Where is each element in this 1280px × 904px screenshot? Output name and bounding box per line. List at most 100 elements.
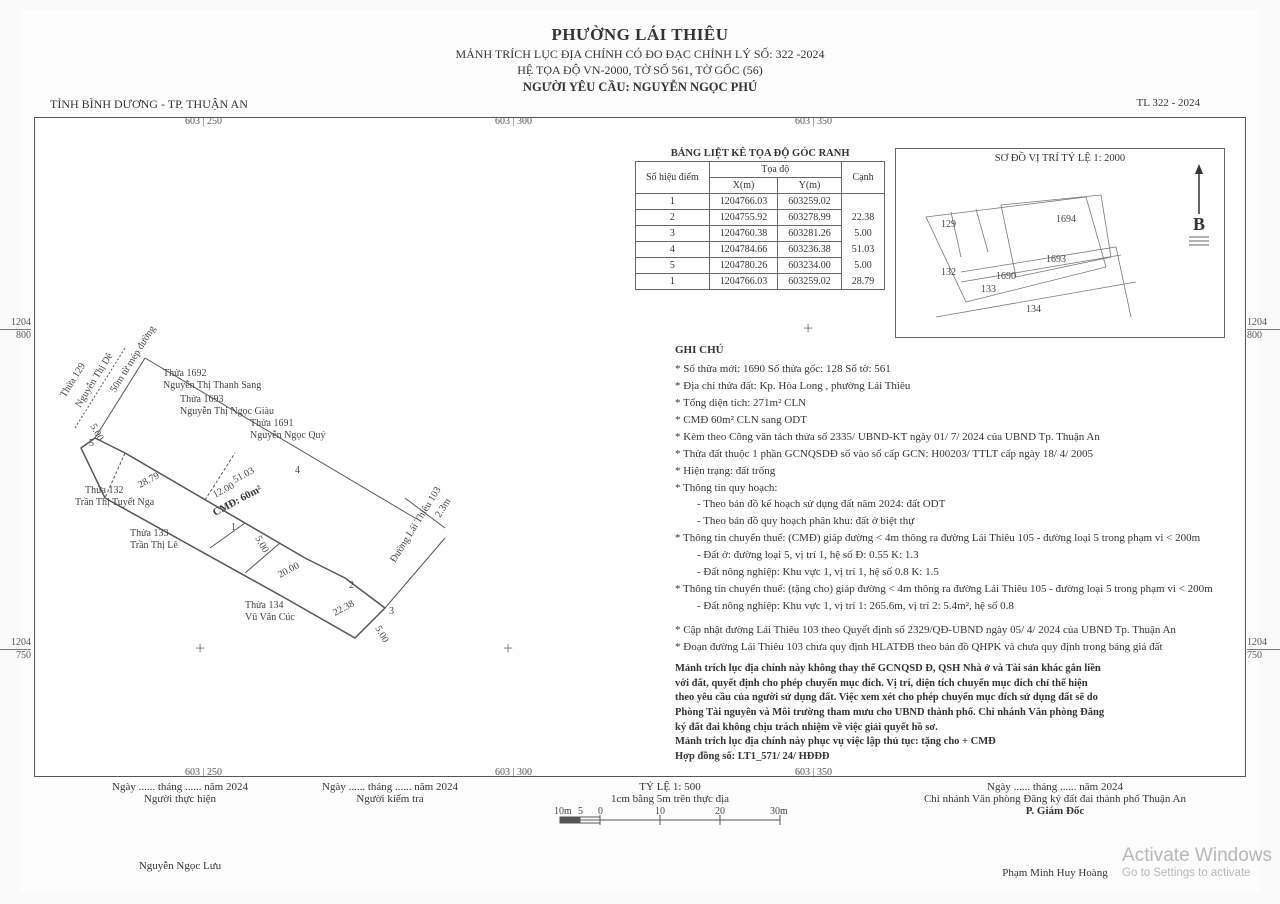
coord-row: 31204760.38603281.265.00 xyxy=(636,226,885,242)
note-row: * Tổng diện tích: 271m² CLN xyxy=(675,396,1225,412)
svg-text:132: 132 xyxy=(941,267,956,278)
cadastral-sheet: PHƯỜNG LÁI THIÊU MẢNH TRÍCH LỤC ĐỊA CHÍN… xyxy=(20,10,1260,891)
tl-number: TL 322 - 2024 xyxy=(1137,97,1200,109)
th-td: Tọa độ xyxy=(709,162,841,178)
ghi-chu: GHI CHÚ * Số thửa mới: 1690 Số thửa gốc:… xyxy=(675,343,1225,765)
svg-text:1690: 1690 xyxy=(996,271,1016,282)
coord-table: BẢNG LIỆT KÊ TỌA ĐỘ GÓC RANH Số hiệu điể… xyxy=(635,148,885,290)
main-frame: 603 | 250 603 | 300 603 | 350 603 | 250 … xyxy=(34,117,1246,777)
ward-title: PHƯỜNG LÁI THIÊU xyxy=(20,25,1260,45)
tick-right-top: 1204800 xyxy=(1247,318,1280,341)
note-row: * Thửa đất thuộc 1 phần GCNQSDĐ số vào s… xyxy=(675,447,1225,463)
tick-top-1: 603 | 250 xyxy=(185,116,222,127)
scale-bar: 10m 5 0 10 20 30m xyxy=(540,805,800,835)
svg-text:50m từ mép đường: 50m từ mép đường xyxy=(108,324,158,395)
th-sh: Số hiệu điểm xyxy=(636,162,710,194)
signer-2: Ngày ...... tháng ...... năm 2024 Người … xyxy=(300,781,480,805)
minimap-title: SƠ ĐỒ VỊ TRÍ TỶ LỆ 1: 2000 xyxy=(896,153,1224,164)
note-row: * Số thửa mới: 1690 Số thửa gốc: 128 Sổ … xyxy=(675,362,1225,378)
svg-text:5: 5 xyxy=(89,438,94,449)
note-row: * Thông tin quy hoạch: xyxy=(675,481,1225,497)
parcel-plot: 5 1 2 3 4 28.79 51.03 12.00 20.00 22.38 … xyxy=(45,318,475,658)
svg-text:133: 133 xyxy=(981,284,996,295)
footer: Ngày ...... tháng ...... năm 2024 Người … xyxy=(40,781,1240,891)
coord-row: 11204766.03603259.02 xyxy=(636,194,885,210)
svg-text:20.00: 20.00 xyxy=(276,560,301,580)
coord-row: 41204784.66603236.3851.03 xyxy=(636,242,885,258)
tick-bot-2: 603 | 300 xyxy=(495,767,532,778)
grid-cross-3: + xyxy=(803,318,813,339)
svg-text:Thửa 1691: Thửa 1691 xyxy=(250,418,293,429)
scale-block: TỶ LỆ 1: 500 1cm bằng 5m trên thực địa 1… xyxy=(540,781,800,838)
svg-text:0: 0 xyxy=(598,806,603,817)
subtitle-1: MẢNH TRÍCH LỤC ĐỊA CHÍNH CÓ ĐO ĐẠC CHỈNH… xyxy=(20,47,1260,62)
coord-row: 11204766.03603259.0228.79 xyxy=(636,274,885,290)
svg-text:Thửa 1692: Thửa 1692 xyxy=(163,368,206,379)
requester: NGƯỜI YÊU CẦU: NGUYỄN NGỌC PHÚ xyxy=(20,80,1260,95)
coord-row: 51204780.26603234.005.00 xyxy=(636,258,885,274)
note-row: - Đất ở: đường loại 5, vị trí 1, hệ số Đ… xyxy=(675,548,1225,564)
svg-text:2: 2 xyxy=(349,580,354,591)
note-row: - Đất nông nghiệp: Khu vực 1, vị trí 1, … xyxy=(675,565,1225,581)
signer-1-name: Nguyễn Ngọc Lưu xyxy=(80,860,280,872)
tick-top-2: 603 | 300 xyxy=(495,116,532,127)
tick-left-bot: 1204750 xyxy=(0,638,31,661)
tick-bot-1: 603 | 250 xyxy=(185,767,222,778)
note-row: * Địa chỉ thửa đất: Kp. Hòa Long , phườn… xyxy=(675,379,1225,395)
grid-cross-2: + xyxy=(503,638,513,659)
note-row: * Kèm theo Công văn tách thửa số 2335/ U… xyxy=(675,430,1225,446)
svg-text:10: 10 xyxy=(655,806,665,817)
note-row: * CMĐ 60m² CLN sang ODT xyxy=(675,413,1225,429)
svg-text:1693: 1693 xyxy=(1046,254,1066,265)
province-row: TỈNH BÌNH DƯƠNG - TP. THUẬN AN TL 322 - … xyxy=(20,97,1260,115)
coord-row: 21204755.92603278.9922.38 xyxy=(636,210,885,226)
north-arrow: B xyxy=(1189,164,1209,247)
svg-text:Vũ Văn Cúc: Vũ Văn Cúc xyxy=(245,612,295,623)
note-row: - Theo bản đồ kế hoạch sử dụng đất năm 2… xyxy=(675,497,1225,513)
note-row: * Cập nhật đường Lái Thiêu 103 theo Quyế… xyxy=(675,623,1225,639)
province: TỈNH BÌNH DƯƠNG - TP. THUẬN AN xyxy=(50,97,248,112)
note-row: * Đoạn đường Lái Thiêu 103 chưa quy định… xyxy=(675,640,1225,656)
subtitle-2: HỆ TỌA ĐỘ VN-2000, TỜ SỐ 561, TỜ GỐC (56… xyxy=(20,63,1260,78)
svg-text:1: 1 xyxy=(231,522,236,533)
svg-text:5.00: 5.00 xyxy=(372,624,390,645)
svg-text:129: 129 xyxy=(941,219,956,230)
minimap-svg: 129 1694 1693 1690 132 133 134 xyxy=(906,167,1146,327)
svg-text:4: 4 xyxy=(295,465,300,476)
th-c: Cạnh xyxy=(841,162,885,194)
coord-caption: BẢNG LIỆT KÊ TỌA ĐỘ GÓC RANH xyxy=(635,148,885,161)
tick-top-3: 603 | 350 xyxy=(795,116,832,127)
notes-heading: GHI CHÚ xyxy=(675,343,1225,359)
header: PHƯỜNG LÁI THIÊU MẢNH TRÍCH LỤC ĐỊA CHÍN… xyxy=(20,25,1260,95)
svg-text:30m: 30m xyxy=(770,806,788,817)
svg-text:Thửa 1693: Thửa 1693 xyxy=(180,394,223,405)
svg-text:134: 134 xyxy=(1026,304,1041,315)
svg-text:3: 3 xyxy=(389,606,394,617)
disclaimer: Mảnh trích lục địa chính này không thay … xyxy=(675,662,1225,765)
note-row: * Thông tin chuyển thuế: (CMĐ) giáp đườn… xyxy=(675,531,1225,547)
th-x: X(m) xyxy=(709,178,778,194)
svg-text:Nguyễn Thị Thanh Sang: Nguyễn Thị Thanh Sang xyxy=(163,380,261,391)
svg-text:28.79: 28.79 xyxy=(136,470,161,490)
svg-text:Trần Thị Lê: Trần Thị Lê xyxy=(130,540,178,551)
svg-text:1694: 1694 xyxy=(1056,214,1076,225)
signer-1: Ngày ...... tháng ...... năm 2024 Người … xyxy=(80,781,280,872)
location-map: SƠ ĐỒ VỊ TRÍ TỶ LỆ 1: 2000 129 1694 1693… xyxy=(895,148,1225,338)
svg-text:Thửa 132: Thửa 132 xyxy=(85,485,123,496)
note-row: * Thông tin chuyển thuế: (tặng cho) giáp… xyxy=(675,582,1225,598)
svg-text:22.38: 22.38 xyxy=(331,598,356,618)
tick-right-bot: 1204750 xyxy=(1247,638,1280,661)
svg-text:20: 20 xyxy=(715,806,725,817)
th-y: Y(m) xyxy=(778,178,842,194)
tick-left-top: 1204800 xyxy=(0,318,31,341)
svg-text:Nguyễn Ngọc Quý: Nguyễn Ngọc Quý xyxy=(250,430,326,441)
svg-text:Nguyễn Thị Ngọc Giàu: Nguyễn Thị Ngọc Giàu xyxy=(180,406,274,417)
note-row: - Theo bản đồ quy hoạch phân khu: đất ở … xyxy=(675,514,1225,530)
tick-bot-3: 603 | 350 xyxy=(795,767,832,778)
svg-text:5: 5 xyxy=(578,806,583,817)
note-row: * Hiện trạng: đất trống xyxy=(675,464,1225,480)
svg-text:Thửa 134: Thửa 134 xyxy=(245,600,283,611)
svg-text:Thửa 133: Thửa 133 xyxy=(130,528,168,539)
svg-text:10m: 10m xyxy=(554,806,572,817)
svg-text:51.03: 51.03 xyxy=(231,465,256,485)
